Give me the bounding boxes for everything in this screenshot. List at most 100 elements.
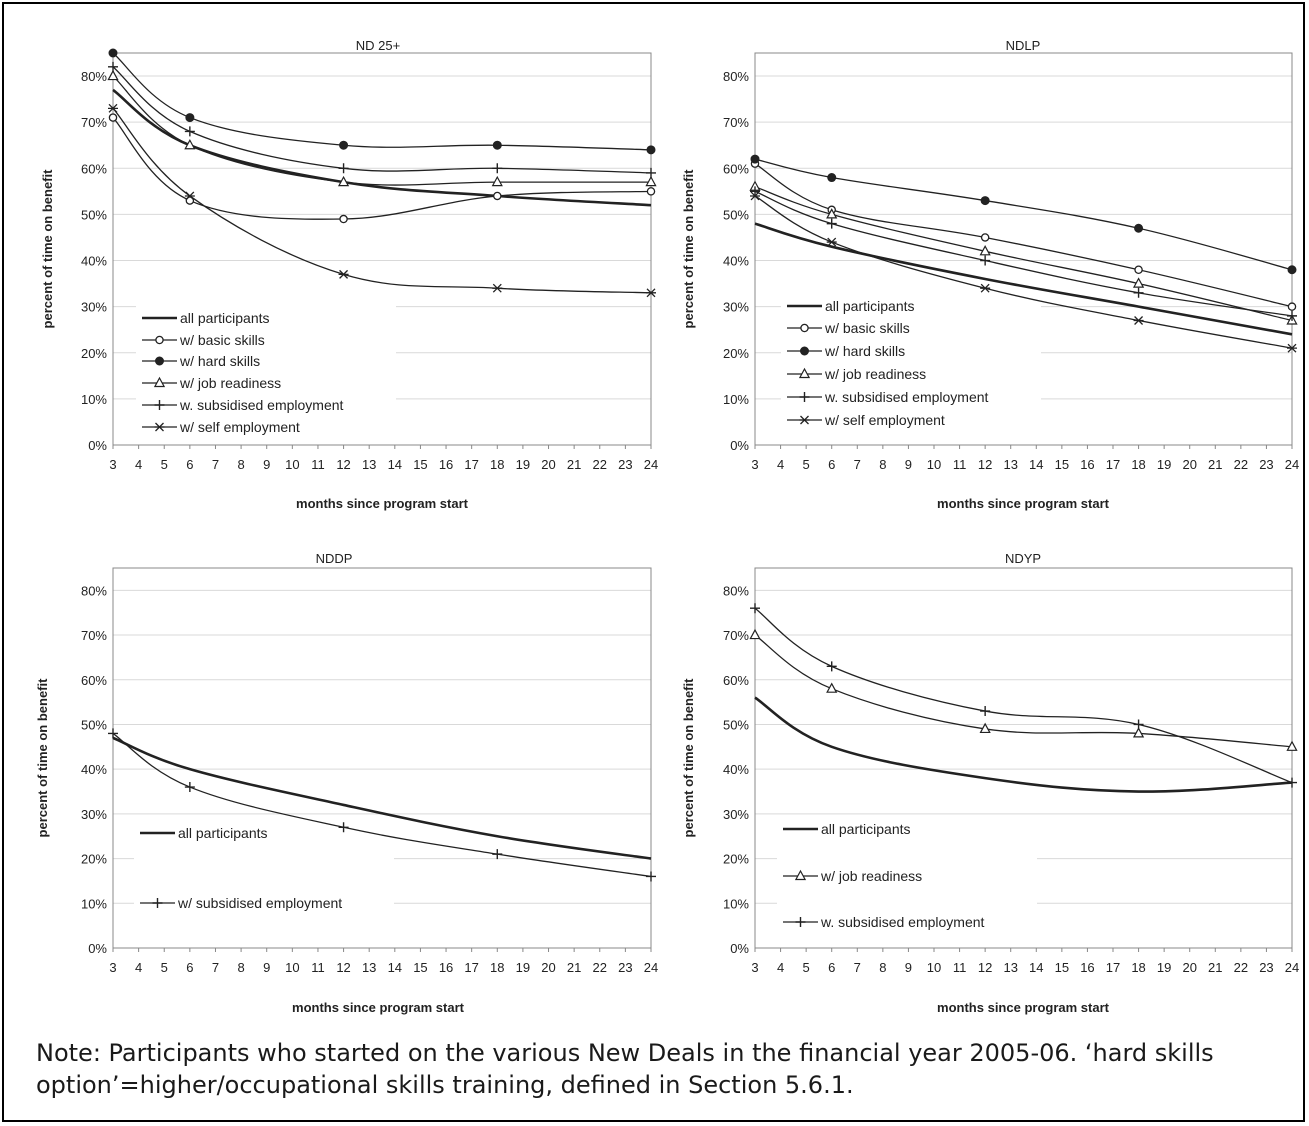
y-tick-label: 70% <box>81 628 107 643</box>
x-tick-label: 18 <box>1131 457 1145 472</box>
legend-box <box>134 821 394 915</box>
legend-label: w/ self employment <box>824 412 945 428</box>
y-tick-label: 0% <box>730 941 749 956</box>
data-point <box>492 163 503 174</box>
y-tick-label: 10% <box>81 896 107 911</box>
y-tick-label: 10% <box>723 896 749 911</box>
data-point <box>1287 302 1297 311</box>
data-point <box>646 187 656 196</box>
series-line-1 <box>112 736 652 860</box>
x-tick-label: 8 <box>237 960 244 975</box>
data-point <box>339 214 348 224</box>
x-tick-label: 9 <box>905 960 912 975</box>
x-tick-label: 19 <box>1157 960 1171 975</box>
data-point <box>1287 310 1297 321</box>
legend-label: all participants <box>180 310 270 326</box>
plot-area <box>112 567 652 949</box>
x-tick-label: 20 <box>1182 960 1196 975</box>
series-line-1 <box>754 222 1293 336</box>
data-point <box>1287 343 1297 353</box>
data-point <box>337 175 350 187</box>
x-tick-label: 19 <box>516 457 530 472</box>
data-point <box>338 269 349 279</box>
data-point <box>826 682 838 693</box>
data-point <box>980 706 991 717</box>
legend-marker <box>800 323 809 333</box>
x-tick-label: 10 <box>285 960 299 975</box>
series-line-3 <box>754 607 1293 784</box>
legend-marker <box>155 356 164 366</box>
legend-box <box>777 817 1037 934</box>
x-tick-label: 12 <box>978 457 992 472</box>
x-tick-label: 22 <box>593 457 607 472</box>
y-tick-label: 60% <box>723 673 749 688</box>
x-tick-label: 11 <box>311 960 325 975</box>
y-tick-label: 0% <box>88 941 107 956</box>
x-tick-label: 9 <box>905 457 912 472</box>
data-point <box>184 126 195 137</box>
data-point <box>980 255 991 266</box>
x-tick-label: 9 <box>263 960 270 975</box>
x-tick-label: 5 <box>161 457 168 472</box>
legend-box <box>781 294 1041 432</box>
x-tick-label: 12 <box>978 960 992 975</box>
x-axis-label: months since program start <box>296 496 469 511</box>
x-tick-label: 22 <box>1234 960 1248 975</box>
y-tick-label: 50% <box>81 207 107 222</box>
legend-marker <box>152 898 163 908</box>
y-tick-label: 20% <box>81 852 107 867</box>
data-point <box>979 245 991 256</box>
x-tick-label: 18 <box>490 457 504 472</box>
chart-panel-3: 0% 10% 20% 30% 40% 50% 60% 70% 80% 3 4 5 6 7 8 9 10 11 12 1… <box>35 551 658 1015</box>
x-tick-label: 14 <box>388 457 402 472</box>
x-tick-label: 14 <box>388 960 402 975</box>
legend-label: w/ hard skills <box>179 353 260 369</box>
data-point <box>185 196 195 205</box>
legend-marker <box>800 346 809 356</box>
legend-label: w/ hard skills <box>824 343 905 359</box>
x-tick-label: 3 <box>109 960 116 975</box>
data-point <box>826 661 837 672</box>
legend-box <box>136 306 396 439</box>
data-point <box>1133 719 1144 730</box>
x-tick-label: 17 <box>1106 457 1120 472</box>
data-point <box>750 154 760 164</box>
data-point <box>826 208 838 219</box>
data-point <box>826 237 837 247</box>
x-tick-label: 16 <box>1080 960 1094 975</box>
data-point <box>339 140 349 150</box>
legend-label: w. subsidised employment <box>824 389 989 405</box>
chart-title: ND 25+ <box>356 38 400 53</box>
x-tick-label: 16 <box>439 960 453 975</box>
data-point <box>1134 223 1144 233</box>
x-tick-label: 8 <box>879 457 886 472</box>
x-tick-label: 15 <box>1055 960 1069 975</box>
x-tick-label: 7 <box>212 960 219 975</box>
x-tick-label: 15 <box>413 960 427 975</box>
x-tick-label: 6 <box>186 960 193 975</box>
series-line-2 <box>754 163 1293 308</box>
data-point <box>492 849 503 860</box>
data-point <box>750 603 760 614</box>
x-tick-label: 10 <box>285 457 299 472</box>
y-tick-label: 80% <box>81 583 107 598</box>
data-point <box>826 218 837 229</box>
x-tick-label: 4 <box>777 457 784 472</box>
legend-label: w/ basic skills <box>824 320 910 336</box>
legend-label: w. subsidised employment <box>179 397 344 413</box>
y-tick-label: 30% <box>81 807 107 822</box>
x-tick-label: 24 <box>1285 960 1299 975</box>
x-tick-label: 20 <box>1182 457 1196 472</box>
data-point <box>750 186 760 197</box>
x-tick-label: 3 <box>751 960 758 975</box>
data-point <box>493 191 502 201</box>
y-tick-label: 50% <box>81 717 107 732</box>
series-line-2 <box>754 634 1293 748</box>
y-tick-label: 40% <box>81 254 107 269</box>
x-tick-label: 5 <box>803 960 810 975</box>
legend-label: w/ job readiness <box>179 375 281 391</box>
legend-label: w/ self employment <box>179 419 300 435</box>
data-point <box>184 138 196 150</box>
plot-area <box>754 52 1293 446</box>
data-point <box>1287 777 1297 788</box>
